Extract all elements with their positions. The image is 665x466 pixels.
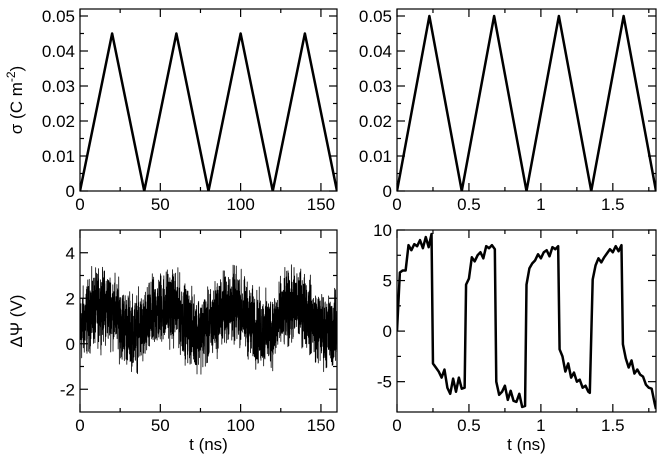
panel-top-left: 0 50 100 150 0 0.01 0.02 0.03 0.04 0.05 σ (C m-2) [4, 7, 338, 214]
panel-bottom-right: 0 0.5 1 1.5 -5 0 5 10 t (ns) [373, 221, 657, 454]
y-tick-label: 0.01 [42, 147, 75, 166]
x-tick-label: 100 [226, 195, 254, 214]
y-tick-label: 4 [66, 244, 75, 263]
y-tick-label: -2 [60, 380, 75, 399]
series-line-top-left [80, 32, 337, 191]
x-tick-label: 0 [75, 416, 84, 435]
x-tick-label: 0.5 [457, 416, 481, 435]
x-tick-label: 50 [151, 195, 170, 214]
x-tick-label: 1 [536, 416, 545, 435]
y-tick-label: 0.01 [359, 147, 392, 166]
x-tick-label: 0.5 [457, 195, 481, 214]
axis-frame-top-left [79, 8, 338, 192]
y-tick-label: 10 [373, 221, 392, 240]
x-tick-label: 0 [392, 416, 401, 435]
y-axis-label: σ (C m-2) [4, 66, 26, 134]
x-tick-label: 150 [307, 416, 335, 435]
y-tick-label: 5 [383, 272, 392, 291]
x-tick-label: 1 [536, 195, 545, 214]
y-tick-label: 0 [66, 182, 75, 201]
x-tick-label: 0 [75, 195, 84, 214]
x-axis-label: t (ns) [189, 435, 228, 454]
y-tick-label: 0.04 [42, 42, 75, 61]
y-tick-label: 0 [383, 322, 392, 341]
panel-top-right: 0 0.5 1 1.5 0 0.01 0.02 0.03 0.04 0.05 [359, 7, 657, 214]
y-axis-label: ΔΨ (V) [7, 295, 26, 348]
axis-frame-bottom-right [396, 229, 657, 413]
x-tick-label: 0 [392, 195, 401, 214]
y-tick-label: 0 [383, 182, 392, 201]
x-tick-label: 100 [226, 416, 254, 435]
x-axis-label: t (ns) [507, 435, 546, 454]
y-tick-label: 0.03 [42, 77, 75, 96]
y-tick-label: -5 [377, 373, 392, 392]
y-tick-label: 0.04 [359, 42, 392, 61]
y-tick-label: 0.03 [359, 77, 392, 96]
x-tick-label: 50 [151, 416, 170, 435]
y-tick-label: 2 [66, 289, 75, 308]
axis-frame-top-right [396, 8, 657, 192]
y-tick-label: 0.02 [42, 112, 75, 131]
x-tick-label: 150 [307, 195, 335, 214]
series-line-bottom-left [80, 264, 337, 375]
series-line-bottom-right [397, 232, 656, 410]
y-tick-label: 0 [66, 335, 75, 354]
y-tick-label: 0.05 [42, 7, 75, 26]
x-tick-label: 1.5 [601, 416, 625, 435]
x-tick-label: 1.5 [601, 195, 625, 214]
series-line-top-right [397, 14, 656, 191]
y-tick-label: 0.02 [359, 112, 392, 131]
y-tick-label: 0.05 [359, 7, 392, 26]
